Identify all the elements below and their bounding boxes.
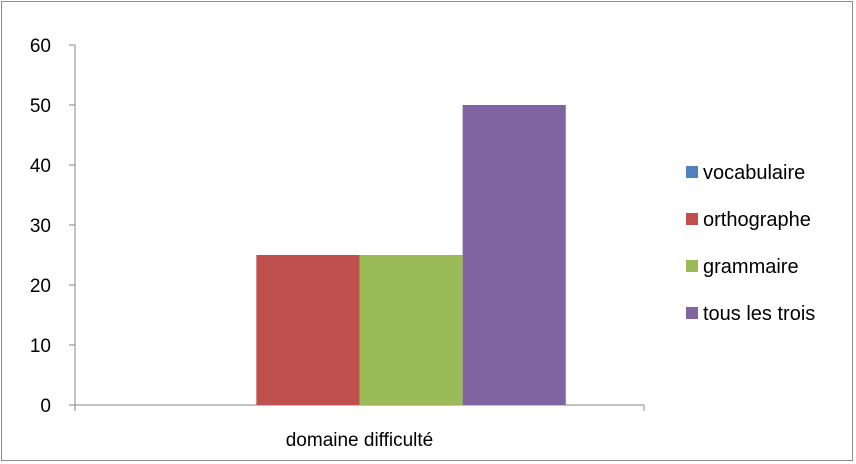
legend-label: vocabulaire [703, 162, 805, 184]
y-tick-label: 40 [30, 156, 51, 177]
y-tick-label: 60 [30, 36, 51, 57]
legend-label: orthographe [703, 209, 811, 231]
x-category-label: domaine difficulté [286, 430, 434, 451]
y-tick-label: 10 [30, 336, 51, 357]
legend-label: tous les trois [703, 303, 815, 325]
legend-swatch [686, 260, 698, 272]
legend-swatch [686, 166, 698, 178]
legend-swatch [686, 307, 698, 319]
bar-orthographe [256, 255, 360, 405]
x-category-labels: domaine difficulté [286, 430, 434, 451]
y-tick-label: 30 [30, 216, 51, 237]
bar-grammaire [359, 255, 463, 405]
bars [256, 105, 566, 405]
y-ticks: 0 10 20 30 40 50 60 [30, 36, 645, 417]
legend-label: grammaire [703, 256, 799, 278]
y-tick-label: 50 [30, 96, 51, 117]
y-tick-label: 20 [30, 276, 51, 297]
legend: vocabulaire orthographe grammaire tous les … [686, 162, 815, 325]
bar-tous-les-trois [462, 105, 566, 405]
y-tick-label: 0 [40, 396, 51, 417]
legend-swatch [686, 213, 698, 225]
